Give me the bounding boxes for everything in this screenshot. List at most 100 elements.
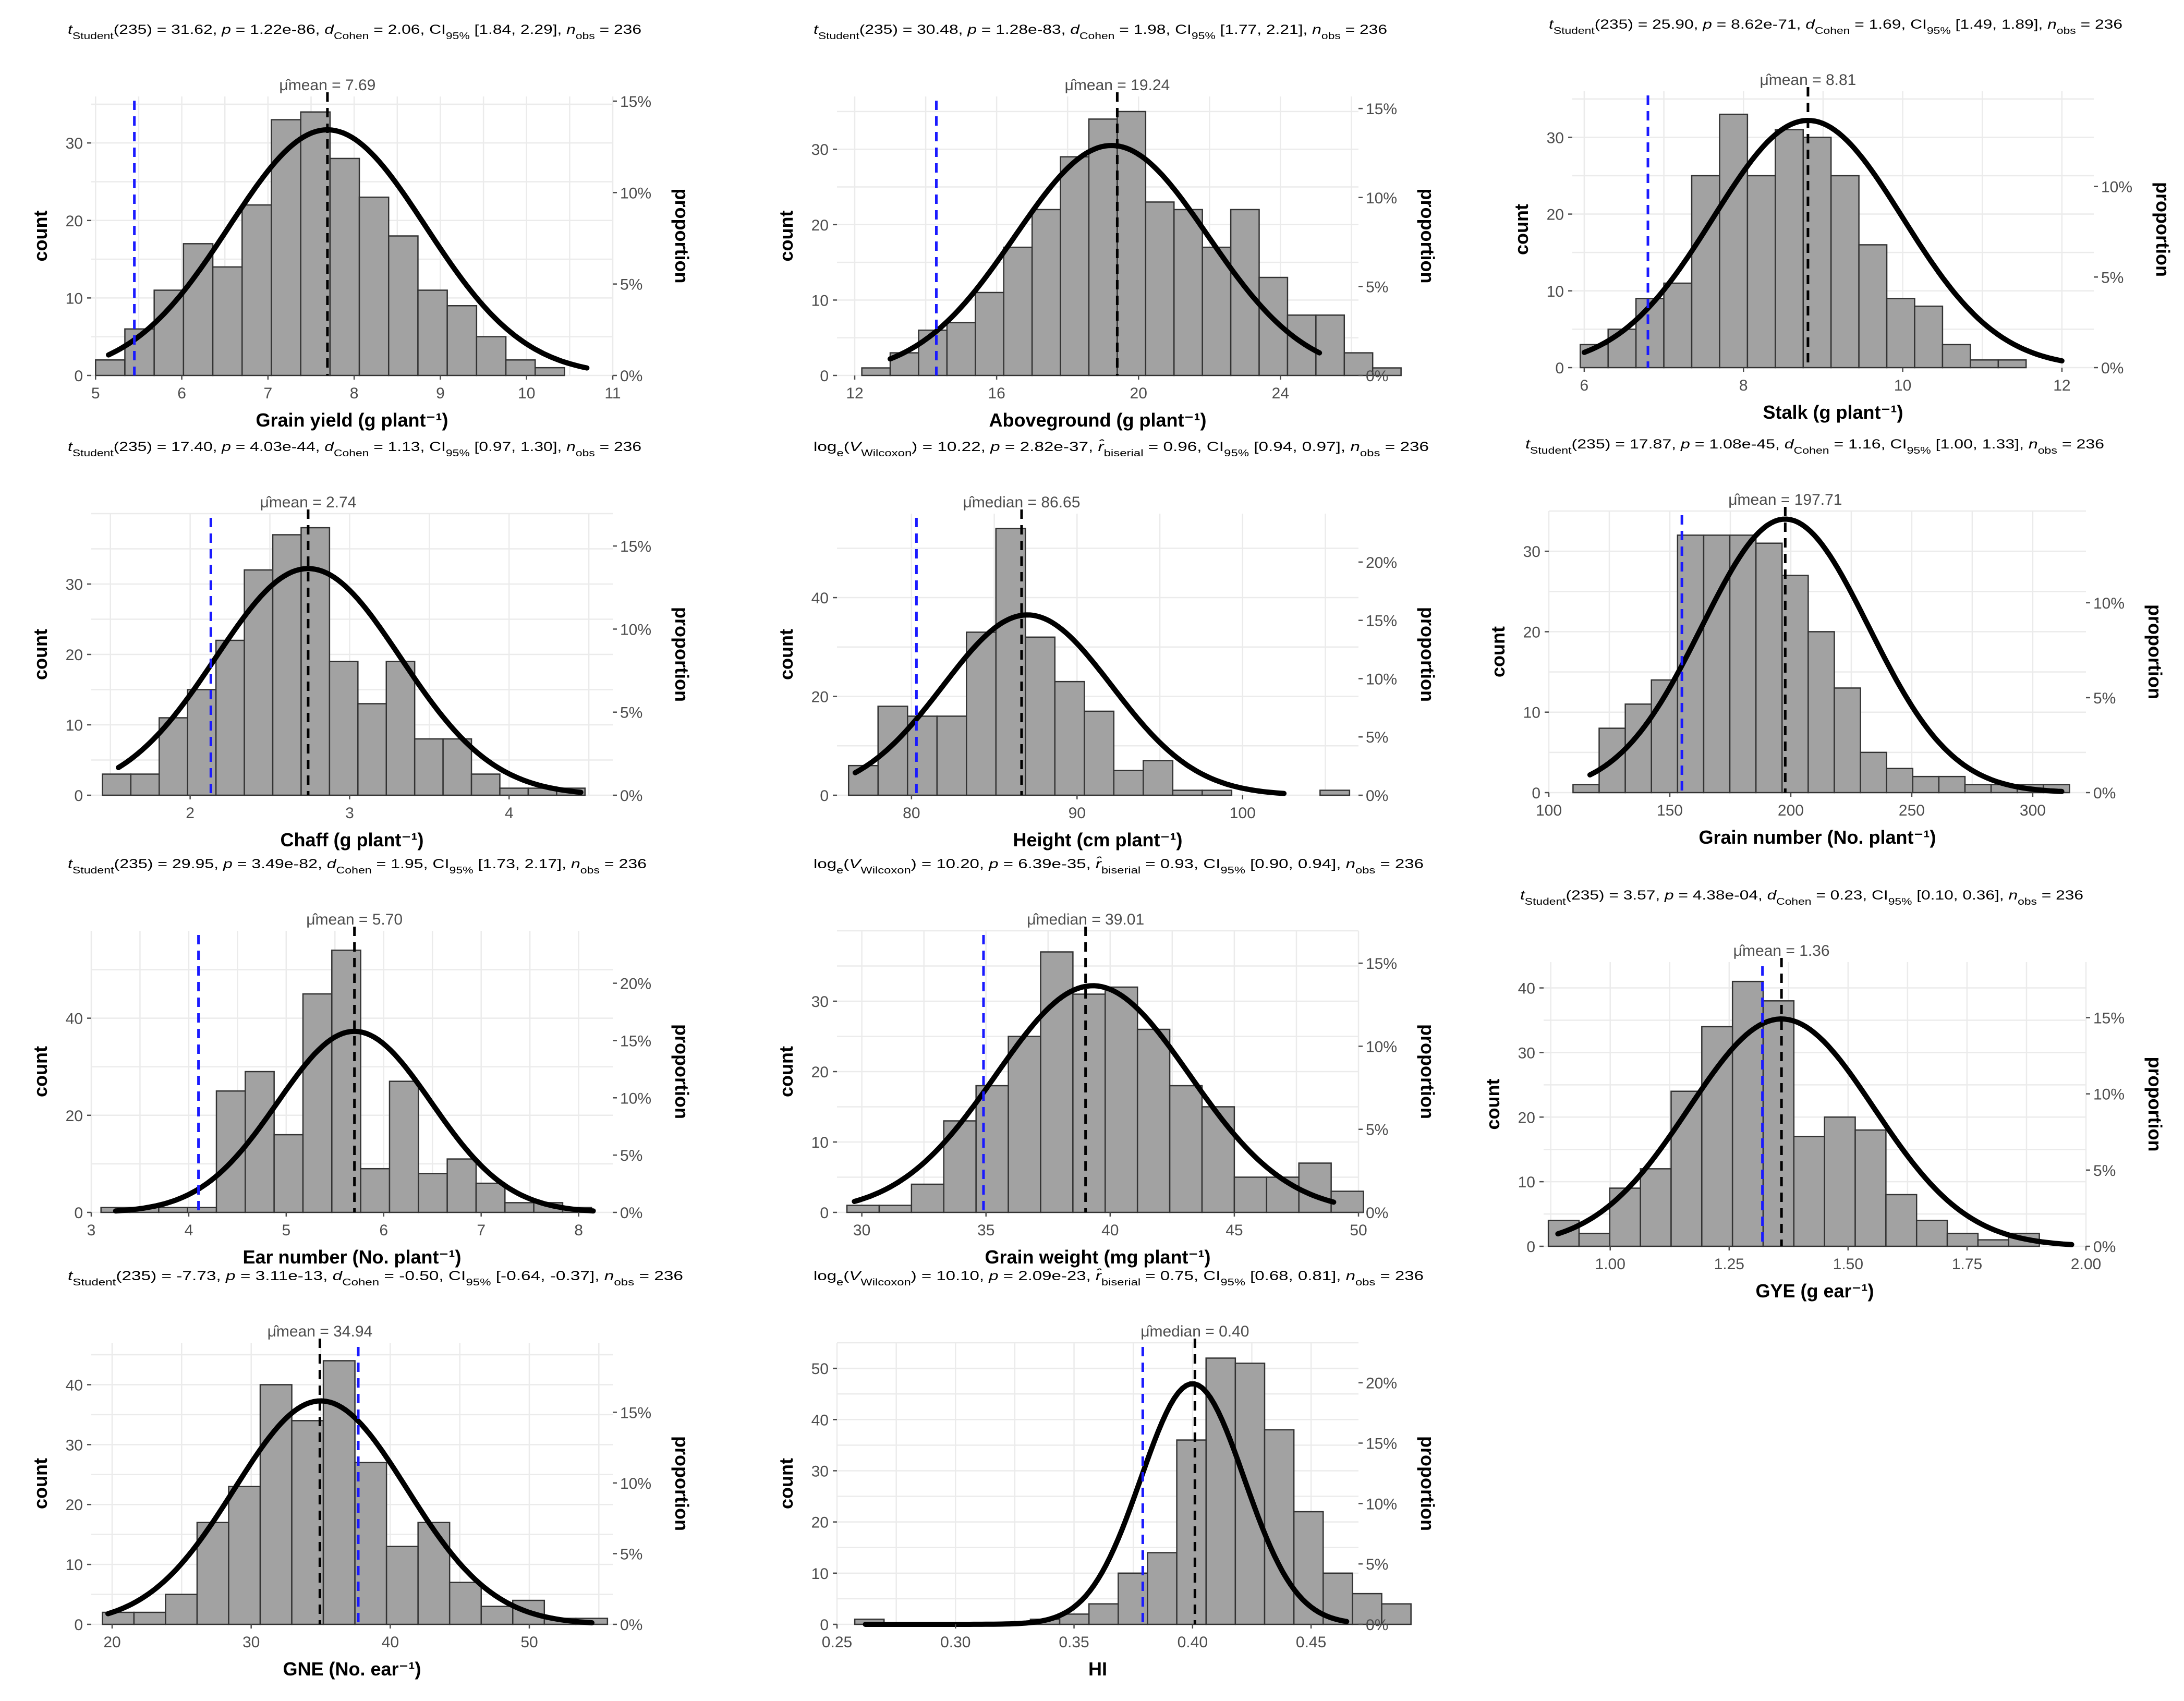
histogram-bar (1670, 1090, 1703, 1247)
y-tick-label: 30 (1518, 1044, 1535, 1062)
y-tick-label: 0 (1532, 785, 1540, 802)
histogram-bar (385, 1546, 419, 1625)
center-label: μ̂mean = 7.69 (279, 77, 375, 94)
panel-gne: μ̂mean = 34.94 t Student (235) = -7.73, p =… (30, 1269, 693, 1680)
panel-hi: μ̂median = 0.40 log e(V Wilcoxon) = 10.10, … (775, 1268, 1438, 1680)
x-tick-label: 0.30 (940, 1634, 970, 1651)
histogram-bar (1084, 710, 1115, 796)
x-tick-label: 9 (436, 385, 445, 402)
x-tick-label: 8 (1739, 377, 1748, 394)
x-tick-label: 1.00 (1595, 1256, 1625, 1273)
histogram-bar (1172, 789, 1203, 796)
histogram-bar (1315, 314, 1345, 376)
histogram-bar (259, 1384, 293, 1625)
x-tick-label: 6 (1580, 377, 1589, 394)
histogram-bar (1834, 687, 1861, 794)
histogram-bar (534, 367, 565, 376)
center-label: μ̂median = 0.40 (1140, 1323, 1249, 1340)
y-tick-label: 10 (811, 292, 829, 309)
normal-curve (852, 612, 1287, 796)
histogram-bar (1060, 156, 1090, 376)
x-tick-label: 6 (379, 1222, 388, 1239)
y-tick-label: 20 (66, 213, 83, 230)
proportion-tick-label: 5% (1366, 278, 1388, 296)
histogram-bar (418, 1173, 448, 1213)
center-label: μ̂mean = 34.94 (268, 1323, 373, 1340)
histogram-bar (1201, 1106, 1235, 1213)
x-tick-label: 2 (186, 805, 195, 822)
histogram-bar (1807, 631, 1835, 794)
normal-curve (1581, 117, 2065, 363)
y-tick-label: 20 (66, 1108, 83, 1125)
y-tick-label: 20 (66, 1497, 83, 1514)
histogram-bar (389, 1080, 419, 1213)
y-tick-label: 40 (66, 1011, 83, 1028)
y-tick-label: 10 (811, 1134, 829, 1151)
stats-subtitle: t Student (235) = 29.95, p = 3.49e-82, d Co… (68, 857, 647, 876)
histogram-bar (1352, 1593, 1382, 1625)
histogram-bar (1319, 789, 1351, 796)
normal-curve (852, 983, 1337, 1205)
y-axis-label: count (775, 1046, 797, 1097)
x-tick-label: 40 (382, 1634, 399, 1651)
proportion-tick-label: 15% (620, 1404, 651, 1421)
histogram-bar (505, 359, 536, 376)
histogram-bar (936, 715, 967, 796)
proportion-tick-label: 20% (1366, 554, 1397, 572)
y-tick-label: 0 (74, 1205, 83, 1222)
histogram-bar (1854, 1129, 1887, 1247)
proportion-tick-label: 0% (1366, 1617, 1388, 1634)
histogram-bar (95, 359, 126, 376)
x-tick-label: 250 (1899, 802, 1925, 819)
proportion-tick-label: 20% (620, 976, 651, 993)
histogram-bar (1113, 770, 1144, 796)
normal-curve (113, 1028, 596, 1214)
histogram-bar (1860, 751, 1887, 794)
x-tick-label: 300 (2020, 802, 2046, 819)
x-axis-label: GYE (g ear⁻¹) (1755, 1280, 1874, 1302)
proportion-tick-label: 15% (620, 93, 651, 111)
x-axis-label: Stalk (g plant⁻¹) (1763, 402, 1903, 423)
x-tick-label: 8 (350, 385, 359, 402)
center-label: μ̂median = 86.65 (963, 494, 1080, 511)
x-tick-label: 4 (505, 805, 514, 822)
y-tick-label: 20 (811, 689, 829, 706)
x-axis-label: Ear number (No. plant⁻¹) (242, 1246, 461, 1268)
normal-curve (863, 1381, 1350, 1627)
proportion-tick-label: 5% (2101, 269, 2124, 286)
proportion-tick-label: 10% (620, 185, 651, 202)
histogram-bar (846, 1205, 880, 1213)
x-tick-label: 100 (1230, 805, 1256, 822)
y-right-axis-label: proportion (1417, 607, 1438, 702)
histogram-bar (1202, 789, 1233, 796)
proportion-tick-label: 5% (2093, 690, 2116, 707)
proportion-tick-label: 15% (1366, 955, 1397, 973)
histogram-bar (1886, 298, 1915, 369)
histogram-bar (1169, 1085, 1203, 1213)
y-right-axis-label: proportion (671, 1024, 693, 1119)
y-tick-label: 20 (1547, 206, 1564, 224)
x-tick-label: 3 (345, 805, 354, 822)
histogram-bar (1145, 201, 1175, 376)
histogram-bar (1230, 209, 1260, 376)
y-tick-label: 20 (811, 217, 829, 234)
histogram-bar (1072, 993, 1106, 1213)
proportion-tick-label: 20% (1366, 1375, 1397, 1392)
histogram-bar (387, 235, 419, 376)
y-tick-label: 20 (1518, 1109, 1535, 1126)
y-right-axis-label: proportion (2144, 604, 2166, 699)
histogram-bar (1885, 1194, 1918, 1247)
histogram-bar (1691, 175, 1720, 369)
histogram-bar (1609, 1187, 1641, 1247)
histogram-bar (1031, 209, 1061, 376)
y-tick-label: 0 (74, 1617, 83, 1634)
histogram-bar (358, 196, 390, 376)
y-tick-label: 40 (811, 1412, 829, 1429)
panel-aboveground: μ̂mean = 19.24 t Student (235) = 30.48, p =… (775, 22, 1438, 431)
y-tick-label: 0 (820, 1617, 829, 1634)
x-tick-label: 24 (1272, 385, 1289, 402)
histogram-bar (244, 569, 274, 796)
histogram-bar (1298, 1162, 1332, 1213)
y-tick-label: 20 (811, 1514, 829, 1532)
